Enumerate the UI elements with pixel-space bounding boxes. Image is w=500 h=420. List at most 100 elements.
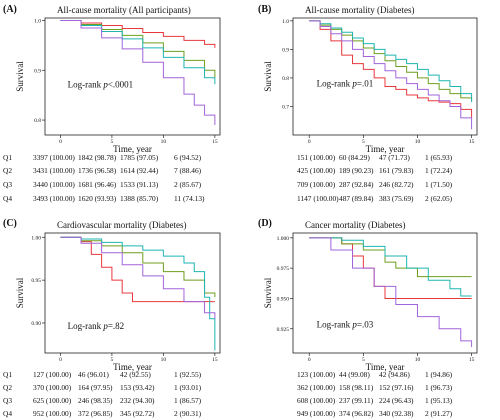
x-tick-label: 5 [111,357,114,363]
risk-table-cell: 1 (95.13) [425,396,453,405]
y-axis-label: Survival [263,277,273,308]
risk-table-cell: 608 (100.00) [297,396,336,405]
panel-label: (D) [258,218,272,229]
risk-table-cell: 224 (96.43) [379,396,414,405]
risk-table-cell: 2 (85.67) [174,180,202,189]
x-tick-label: 10 [415,139,421,145]
risk-table-cell: 46 (96.01) [78,370,109,379]
series-line-q4 [309,237,473,347]
series-line-q3 [309,20,473,103]
x-tick-label: 15 [212,139,218,145]
series-line-q3 [309,237,472,297]
risk-table-cell: 2 (62.05) [425,194,453,203]
risk-row-label: Q3 [3,396,12,405]
x-axis-label: Time, year [366,144,405,154]
x-tick-label: 15 [469,139,475,145]
series-line-q3 [60,19,216,85]
y-axis-label: Survival [15,61,25,92]
x-tick-label: 0 [59,139,62,145]
y-tick-label: 0.90 [31,321,41,327]
risk-table-cell: 1 (96.73) [425,383,453,392]
series-line-q1 [60,236,215,303]
risk-table-cell: 153 (93.42) [120,383,155,392]
risk-row-label: Q3 [3,180,12,189]
plot-frame [44,232,221,354]
risk-table-cell: 60 (84.29) [339,153,370,162]
x-tick-label: 0 [308,139,311,145]
y-tick-label: 1.0 [34,18,41,24]
risk-table-cell: 232 (94.30) [120,396,155,405]
risk-table-cell: 3431 (100.00) [33,166,75,175]
risk-table-cell: 1 (65.93) [425,153,453,162]
panel-label: (C) [3,218,17,229]
risk-table-cell: 1620 (93.93) [78,194,117,203]
risk-table-cell: 1388 (85.70) [120,194,159,203]
log-rank-annotation: Log-rank p=.03 [317,320,374,330]
risk-table-cell: 1 (92.55) [174,370,202,379]
risk-table-cell: 340 (92.38) [379,409,414,418]
risk-table-cell: 425 (100.00) [297,166,336,175]
risk-table: Q1 127 (100.00) 46 (96.01) 42 (92.55) 1 (92.… [3,370,202,418]
risk-table-cell: 709 (100.00) [297,180,336,189]
x-tick-label: 0 [308,357,311,363]
x-tick-label: 15 [212,357,218,363]
risk-table-cell: 1533 (91.13) [120,180,159,189]
risk-table-cell: 151 (100.00) [297,153,336,162]
risk-row-label: Q1 [3,370,12,379]
risk-table-cell: 246 (98.35) [78,396,113,405]
series-line-q1 [309,20,473,118]
risk-table-cell: 383 (75.69) [379,194,414,203]
risk-table-cell: 11 (74.13) [174,194,205,203]
y-tick-label: 1.0 [282,19,289,25]
x-tick-label: 10 [161,357,167,363]
series-line-q2 [309,237,472,278]
log-rank-annotation: Log-rank p=.01 [317,78,374,88]
panel-title: All-cause mortality (All participants) [57,5,191,15]
y-axis-label: Survival [15,277,25,308]
risk-table-cell: 487 (89.84) [339,194,374,203]
panel-title: Cardiovascular mortality (Diabetes) [57,220,186,230]
risk-table-cell: 1842 (98.78) [78,153,117,162]
x-axis-label: Time, year [113,144,152,154]
panel-3: (C) Cardiovascular mortality (Diabetes) 1.… [3,218,221,418]
risk-row-label: Q4 [3,409,12,418]
risk-table-cell: 1614 (92.44) [120,166,159,175]
risk-table-cell: 1736 (96.58) [78,166,117,175]
x-tick-label: 5 [362,357,365,363]
series-line-q4 [309,20,473,130]
risk-table-cell: 152 (97.16) [379,383,414,392]
panel-title: Cancer mortality (Diabetes) [305,220,405,230]
panel-4: (D) Cancer mortality (Diabetes) 1.000 0.975… [258,218,478,418]
risk-table-cell: 1 (71.50) [425,180,453,189]
y-tick-label: 0.8 [282,76,289,82]
risk-table-cell: 1 (72.24) [425,166,453,175]
risk-table-cell: 1 (94.86) [425,370,453,379]
y-tick-label: 0.9 [282,47,289,53]
risk-table-cell: 42 (94.86) [379,370,410,379]
y-tick-label: 0.9 [34,68,41,74]
risk-table: 123 (100.00) 44 (99.08) 42 (94.86) 1 (94.86… [297,370,453,418]
risk-table-cell: 2 (90.31) [174,409,202,418]
risk-table-cell: 161 (79.83) [379,166,414,175]
risk-table-cell: 952 (100.00) [33,409,72,418]
x-axis-label: Time, year [366,362,405,372]
series-line-q1 [60,19,216,48]
series-line-q3 [60,236,216,351]
risk-table-cell: 42 (92.55) [120,370,151,379]
x-axis-label: Time, year [113,362,152,372]
risk-table: 151 (100.00) 60 (84.29) 47 (71.73) 1 (65.93… [297,153,453,203]
y-tick-label: 0.8 [34,118,41,124]
risk-table-cell: 44 (99.08) [339,370,370,379]
y-tick-label: 0.950 [277,296,290,302]
log-rank-annotation: Log-rank p<.0001 [68,80,134,90]
risk-table-cell: 6 (94.52) [174,153,202,162]
series-line-q4 [60,236,216,319]
risk-row-label: Q1 [3,153,12,162]
y-tick-label: 0.7 [282,104,289,110]
risk-table-cell: 1 (86.57) [174,396,202,405]
risk-table-cell: 625 (100.00) [33,396,72,405]
risk-table-cell: 374 (96.82) [339,409,374,418]
risk-table-cell: 1 (93.01) [174,383,202,392]
x-tick-label: 5 [111,139,114,145]
panel-label: (A) [3,4,17,15]
